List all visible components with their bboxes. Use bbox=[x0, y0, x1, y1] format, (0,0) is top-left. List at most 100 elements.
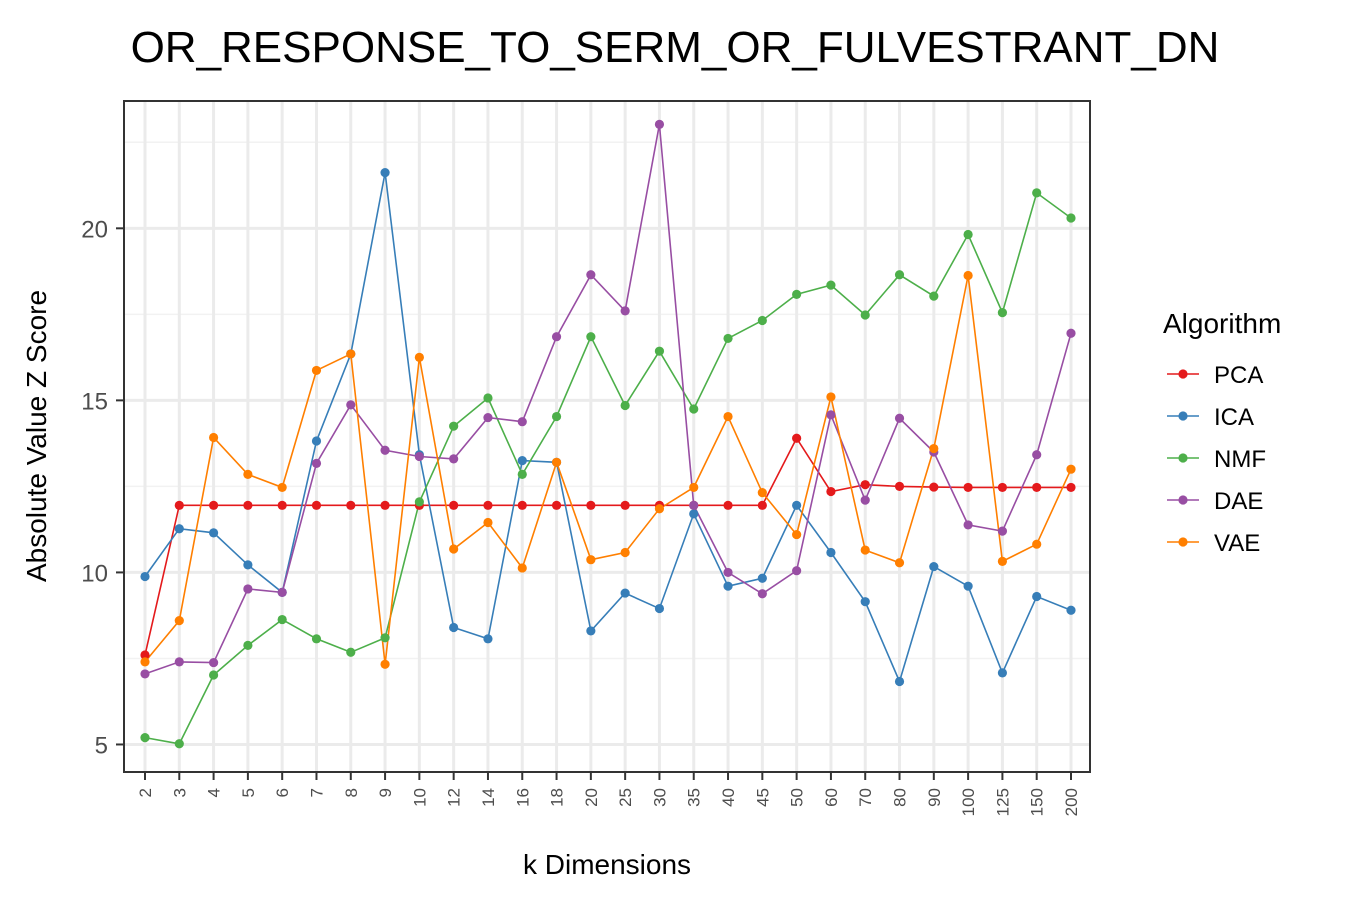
data-point-vae bbox=[414, 352, 424, 362]
data-point-ica bbox=[860, 597, 870, 607]
data-point-nmf bbox=[586, 332, 596, 342]
data-point-ica bbox=[723, 581, 733, 591]
x-tick-label: 25 bbox=[616, 788, 635, 807]
legend-title: Algorithm bbox=[1163, 308, 1281, 339]
data-point-vae bbox=[483, 517, 493, 528]
data-point-nmf bbox=[449, 421, 459, 431]
data-point-pca bbox=[929, 482, 939, 492]
data-point-dae bbox=[620, 306, 630, 316]
data-point-dae bbox=[894, 413, 905, 423]
x-tick-label: 7 bbox=[307, 788, 326, 797]
x-tick-label: 3 bbox=[170, 788, 189, 797]
data-point-ica bbox=[140, 571, 150, 582]
data-point-vae bbox=[826, 392, 836, 402]
data-point-vae bbox=[551, 457, 562, 467]
legend: Algorithm PCA ICA NMF DAE VAE bbox=[1163, 308, 1281, 557]
data-point-nmf bbox=[997, 308, 1008, 318]
data-point-pca bbox=[963, 482, 973, 493]
data-point-nmf bbox=[414, 497, 424, 507]
x-tick-label: 30 bbox=[650, 788, 669, 807]
data-point-dae bbox=[174, 657, 184, 667]
legend-key-point bbox=[1178, 537, 1188, 547]
series-line-dae bbox=[144, 124, 1072, 675]
data-point-pca bbox=[620, 500, 630, 510]
data-point-pca bbox=[1032, 482, 1042, 493]
data-point-vae bbox=[757, 487, 767, 498]
data-point-nmf bbox=[277, 614, 287, 625]
data-point-vae bbox=[654, 504, 665, 514]
data-point-pca bbox=[243, 500, 253, 510]
data-point-nmf bbox=[620, 400, 630, 411]
data-point-dae bbox=[483, 412, 493, 423]
y-tick-label: 15 bbox=[81, 388, 108, 415]
data-point-ica bbox=[689, 509, 699, 519]
data-point-pca bbox=[586, 500, 596, 510]
data-point-nmf bbox=[860, 310, 870, 320]
data-point-vae bbox=[380, 659, 390, 669]
data-point-dae bbox=[551, 332, 562, 342]
data-point-nmf bbox=[654, 346, 665, 356]
legend-item-ica: ICA bbox=[1167, 404, 1254, 431]
data-point-dae bbox=[997, 526, 1008, 536]
data-point-dae bbox=[140, 669, 150, 679]
data-point-pca bbox=[792, 433, 802, 443]
data-point-pca bbox=[208, 500, 219, 510]
legend-label: PCA bbox=[1214, 362, 1263, 389]
data-point-dae bbox=[277, 587, 287, 597]
legend-label: VAE bbox=[1214, 530, 1260, 557]
data-point-pca bbox=[380, 500, 390, 510]
data-point-pca bbox=[723, 500, 733, 510]
data-point-nmf bbox=[894, 270, 905, 280]
data-point-dae bbox=[826, 410, 836, 420]
data-point-ica bbox=[654, 603, 665, 614]
y-tick-label: 10 bbox=[81, 560, 108, 587]
legend-key-point bbox=[1178, 411, 1188, 421]
series-line-nmf bbox=[144, 191, 1072, 745]
data-point-pca bbox=[757, 500, 767, 510]
data-point-nmf bbox=[1066, 213, 1076, 223]
data-point-vae bbox=[449, 544, 459, 554]
series-line-ica bbox=[144, 172, 1072, 684]
data-point-nmf bbox=[140, 732, 150, 743]
data-point-nmf bbox=[243, 640, 253, 650]
x-tick-label: 45 bbox=[753, 788, 772, 807]
x-tick-label: 60 bbox=[822, 788, 841, 807]
data-point-nmf bbox=[346, 647, 356, 657]
legend-label: NMF bbox=[1214, 446, 1266, 473]
data-point-vae bbox=[860, 545, 870, 555]
x-tick-label: 200 bbox=[1062, 788, 1081, 816]
data-point-nmf bbox=[826, 280, 836, 290]
x-tick-label: 8 bbox=[342, 788, 361, 797]
data-point-nmf bbox=[963, 229, 973, 240]
x-tick-label: 100 bbox=[959, 788, 978, 816]
series-line-pca bbox=[144, 436, 1071, 656]
data-point-ica bbox=[929, 561, 939, 572]
data-point-vae bbox=[586, 555, 596, 565]
data-point-pca bbox=[997, 482, 1008, 493]
x-tick-label: 40 bbox=[719, 788, 738, 807]
data-point-dae bbox=[586, 270, 596, 280]
data-point-nmf bbox=[174, 739, 184, 749]
data-point-pca bbox=[517, 500, 527, 510]
x-tick-label: 150 bbox=[1028, 788, 1047, 816]
legend-key-point bbox=[1178, 369, 1188, 379]
data-point-ica bbox=[380, 167, 390, 178]
data-point-dae bbox=[723, 567, 733, 578]
x-tick-label: 18 bbox=[548, 788, 567, 807]
data-point-vae bbox=[963, 270, 973, 281]
data-point-nmf bbox=[483, 393, 493, 403]
data-point-pca bbox=[140, 650, 150, 660]
data-point-ica bbox=[997, 668, 1008, 678]
x-tick-label: 4 bbox=[205, 788, 224, 797]
data-point-nmf bbox=[929, 291, 939, 301]
data-point-ica bbox=[1066, 605, 1076, 615]
data-point-nmf bbox=[792, 289, 802, 299]
data-point-ica bbox=[620, 588, 630, 598]
data-point-ica bbox=[586, 626, 596, 636]
data-point-dae bbox=[380, 445, 390, 455]
data-point-vae bbox=[894, 558, 905, 568]
data-point-vae bbox=[723, 411, 733, 422]
x-tick-label: 14 bbox=[479, 788, 498, 807]
x-axis-title: k Dimensions bbox=[523, 849, 691, 880]
data-point-dae bbox=[414, 451, 424, 462]
